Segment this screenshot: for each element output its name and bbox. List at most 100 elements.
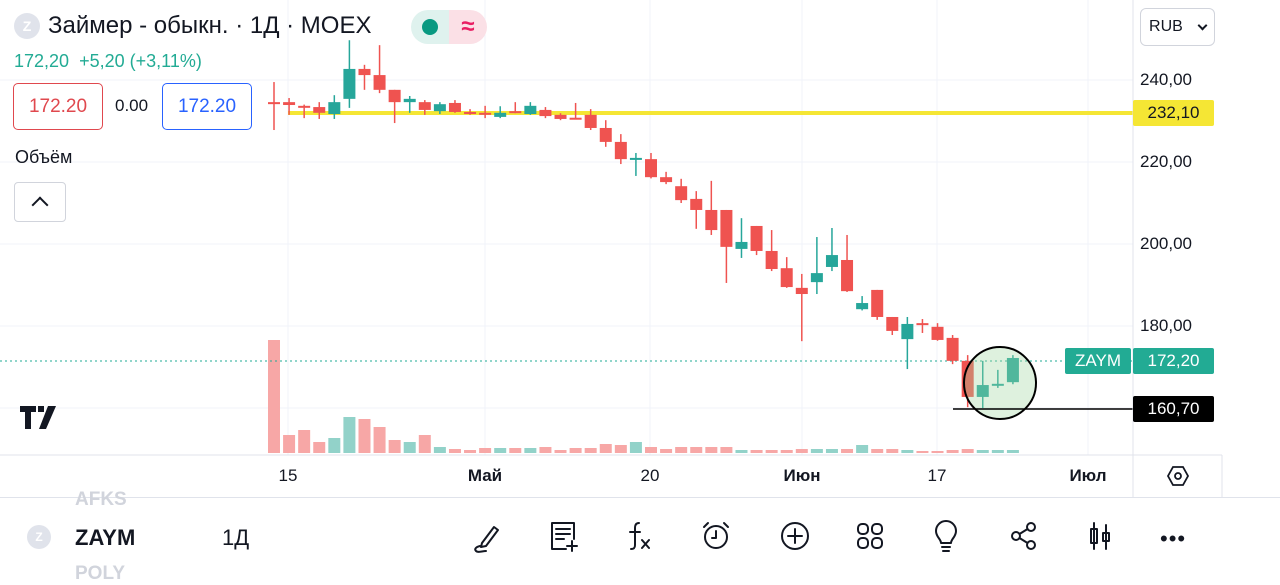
pencil-icon [474,526,499,553]
share-icon [1011,522,1036,550]
volume-bar [509,448,522,453]
candle [494,106,507,119]
volume-bar [599,444,612,453]
chart-title[interactable]: Z Займер - обыкн. · 1Д · MOEX [14,12,371,40]
volume-bar [961,449,974,453]
volume-bar [825,449,838,453]
currency-select[interactable]: RUB [1140,8,1215,46]
candle-body [825,255,838,267]
candle [479,105,492,119]
candle-body [343,68,356,99]
volume-bar [584,448,597,453]
chart-type-button[interactable] [1080,516,1120,556]
chart-grid [0,0,1133,455]
price-chart[interactable] [0,0,1280,497]
candle-body [539,109,552,117]
grid-icon [857,523,883,549]
next-symbol[interactable]: POLY [75,563,125,584]
volume-bar [554,450,567,453]
interval-button[interactable]: 1Д [222,525,250,550]
note-add-icon [551,522,578,552]
candle [584,109,597,131]
candle-body [494,112,507,117]
symbol-button[interactable]: ZAYM [75,525,136,550]
candle-body [916,323,929,326]
candle-body [1006,357,1019,383]
candle [825,228,838,272]
volume-bar [313,442,326,453]
candle [614,134,627,165]
share-button[interactable] [1004,516,1044,556]
candle [871,289,884,320]
candle-body [509,111,522,114]
candle [629,152,642,176]
delayed-data-icon: ≈ [449,10,487,44]
price-change: +5,20 (+3,11%) [79,51,202,71]
market-status-pill[interactable]: ≈ [411,10,487,44]
time-tick: 20 [640,466,660,485]
volume-bar [524,448,537,453]
candlestick-icon [1090,522,1110,550]
volume-bar [735,450,748,453]
ideas-button[interactable] [926,516,966,556]
candle [283,98,296,115]
volume-bar [780,450,793,453]
last-price-label: 172,20 [1133,348,1214,374]
indicators-button[interactable] [620,516,660,556]
volume-bar [750,450,763,453]
time-tick: 17 [927,466,947,485]
plus-circle-icon [781,522,809,550]
support-price-label[interactable]: 160,70 [1133,396,1214,422]
more-button[interactable]: ••• [1160,526,1187,551]
candle-body [720,209,733,247]
candle [388,89,401,124]
buy-button[interactable]: 172.20 [162,83,252,130]
price-tick: 200,00 [1140,234,1192,253]
volume-bar [720,447,733,453]
candle [328,95,341,119]
collapse-button[interactable] [14,182,66,222]
candle-body [614,141,627,160]
prev-symbol[interactable]: AFKS [75,489,127,510]
candle [268,82,280,131]
layout-button[interactable] [850,516,890,556]
candle [886,316,899,336]
candle [916,319,929,333]
volume-bar [539,447,552,453]
volume-bar [946,450,959,453]
candle-body [629,157,642,160]
candle [539,107,552,119]
volume-bars [268,340,1019,453]
candle [373,45,386,94]
candle [554,113,567,121]
time-tick: Июн [783,466,821,485]
candle [418,100,431,115]
candle-body [765,250,778,270]
candle [448,100,461,113]
add-button[interactable] [775,516,815,556]
candle-body [584,114,597,128]
volume-bar [931,451,944,453]
candle-body [569,117,582,120]
candle [750,225,763,256]
candle [524,102,537,115]
candle-body [645,159,657,178]
alert-button[interactable] [696,516,736,556]
hline-price-label[interactable]: 232,10 [1133,100,1214,126]
candle-body [328,102,341,115]
watchlist-add-button[interactable] [543,516,583,556]
candle-body [298,105,311,108]
drawing-tools-button[interactable] [467,516,507,556]
candle-body [433,104,446,112]
quote-line: 172,20 +5,20 (+3,11%) [14,51,202,72]
price-tick: 180,00 [1140,316,1192,335]
price-tick: 240,00 [1140,70,1192,89]
sell-button[interactable]: 172.20 [13,83,103,130]
chart-settings-icon[interactable] [1166,464,1190,493]
market-open-dot-icon [422,19,438,35]
volume-bar [283,435,296,453]
volume-indicator-label[interactable]: Объём [15,147,73,167]
time-tick: Май [467,466,503,485]
symbol-logo-small: Z [27,525,51,549]
volume-bar [675,447,688,453]
